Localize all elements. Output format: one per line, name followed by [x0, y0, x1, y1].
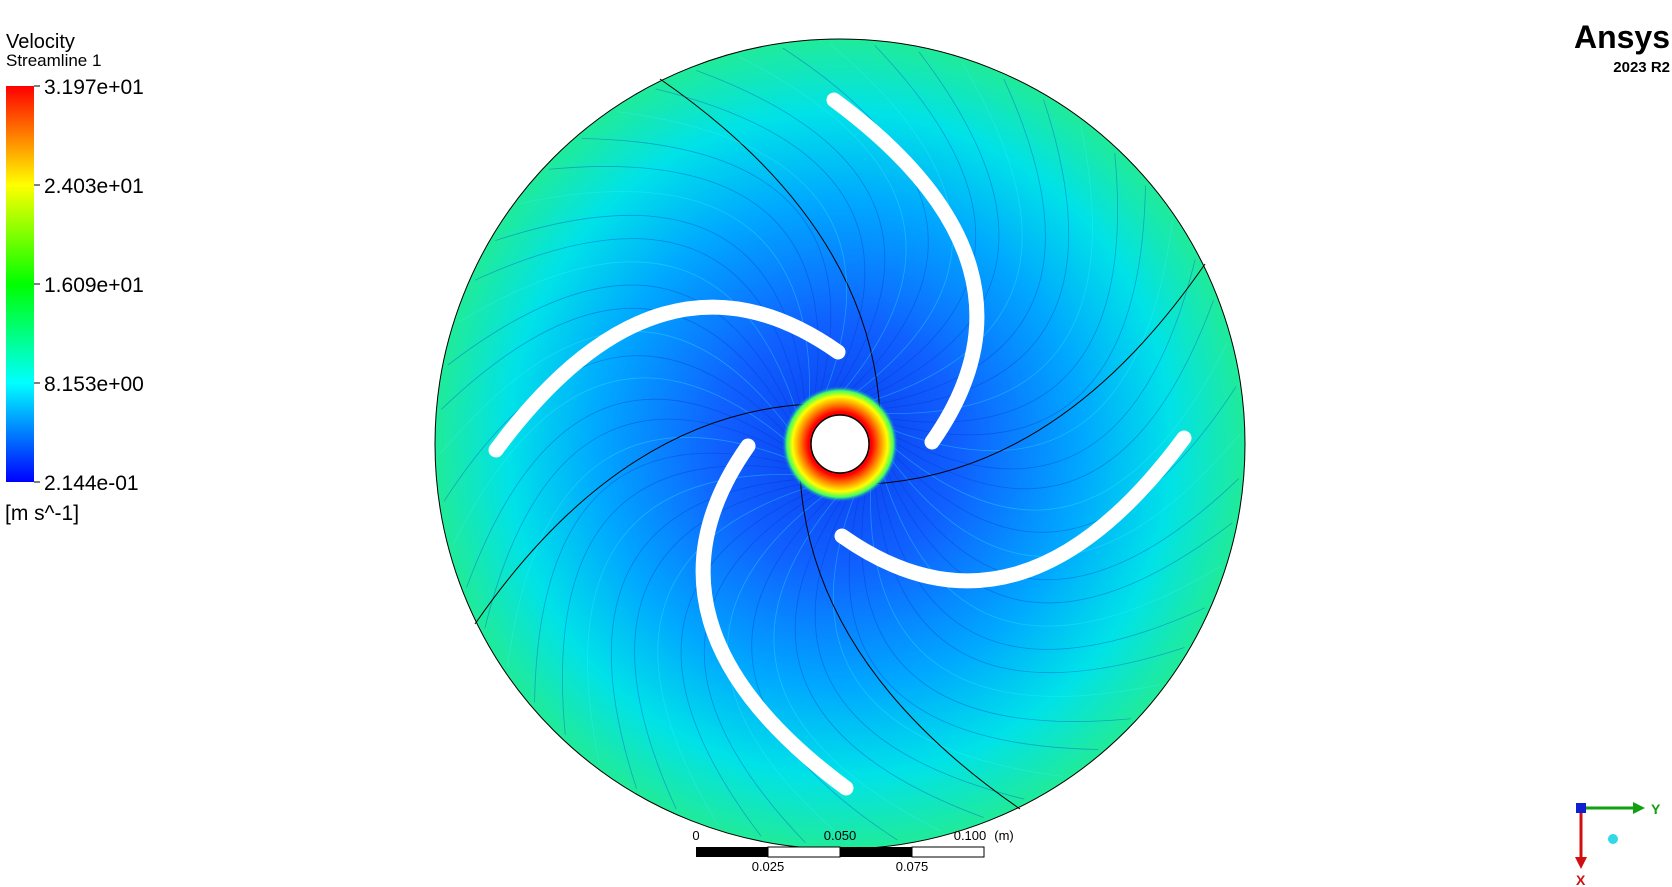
streak [782, 47, 929, 405]
scale-unit: (m) [994, 828, 1014, 843]
streak [879, 386, 1237, 533]
streak [738, 56, 907, 406]
streak [520, 191, 810, 420]
streak [853, 62, 1023, 407]
impeller [434, 38, 1246, 850]
blade [488, 299, 846, 458]
blades [488, 92, 1192, 796]
scale-label: 0.075 [896, 859, 929, 874]
legend-label: 1.609e+01 [44, 274, 144, 297]
streak [441, 307, 801, 440]
streak [751, 483, 898, 841]
hub [810, 414, 870, 474]
streak [857, 78, 1046, 409]
streak [861, 99, 1070, 411]
streak [878, 342, 1228, 511]
interface-line [659, 78, 881, 415]
streak [875, 259, 1196, 470]
legend-labels: 3.197e+01 2.403e+01 1.609e+01 8.153e+00 2.14… [34, 76, 144, 495]
streak [864, 124, 1093, 414]
streak [873, 465, 1185, 674]
streak [657, 481, 827, 826]
legend-unit: [m s^-1] [5, 502, 79, 525]
blade [695, 438, 854, 796]
axis-y-label: Y [1651, 801, 1661, 817]
scale-label: 0.050 [824, 828, 857, 843]
color-bar [6, 86, 34, 482]
streak [870, 468, 1160, 697]
axis-triad: Y X [1575, 801, 1661, 887]
streak [832, 477, 1063, 777]
streak [587, 474, 816, 764]
streak [878, 452, 1233, 604]
logo-brand: Ansys [1574, 19, 1670, 55]
streak [873, 221, 1173, 452]
scale-seg [696, 847, 768, 857]
legend-label: 8.153e+00 [44, 373, 144, 396]
streak [466, 398, 803, 588]
streak [814, 479, 1025, 800]
streak [495, 214, 807, 423]
streak [634, 479, 823, 810]
scale-label: 0.100 [954, 828, 987, 843]
streak [848, 51, 1000, 406]
streak [877, 300, 1214, 490]
streak [794, 481, 984, 818]
interface-line [799, 473, 1021, 810]
logo-version: 2023 R2 [1613, 59, 1670, 76]
legend-title: Velocity [6, 31, 75, 53]
blade [826, 92, 985, 450]
streak [773, 482, 942, 832]
legend-label: 3.197e+01 [44, 76, 144, 99]
legend-subtitle: Streamline 1 [6, 51, 101, 70]
streak [484, 418, 805, 629]
streak [452, 377, 802, 546]
streak [443, 355, 801, 502]
streak [474, 238, 805, 427]
blade [834, 430, 1192, 589]
streak [458, 261, 803, 431]
streak [610, 477, 819, 789]
streak [655, 88, 866, 409]
streak [617, 111, 848, 411]
interface-line [474, 403, 811, 625]
streak [507, 436, 807, 667]
streak [877, 457, 1222, 627]
legend-label: 2.403e+01 [44, 175, 144, 198]
interface-line [869, 263, 1206, 485]
streak [875, 461, 1206, 650]
streak [703, 483, 836, 843]
streak [879, 448, 1239, 581]
axis-x-label: X [1576, 872, 1586, 887]
legend-label: 2.144e-01 [44, 472, 139, 495]
streak [447, 284, 802, 436]
scale-bar: 0 0.050 0.100 (m) 0.025 0.075 [692, 828, 1013, 874]
streak [844, 45, 977, 405]
scale-seg [767, 846, 841, 858]
scale-label: 0.025 [752, 859, 785, 874]
streak [696, 70, 886, 407]
streak [680, 482, 832, 837]
scale-seg [911, 846, 985, 858]
scale-label: 0 [692, 828, 699, 843]
scale-seg [840, 847, 912, 857]
